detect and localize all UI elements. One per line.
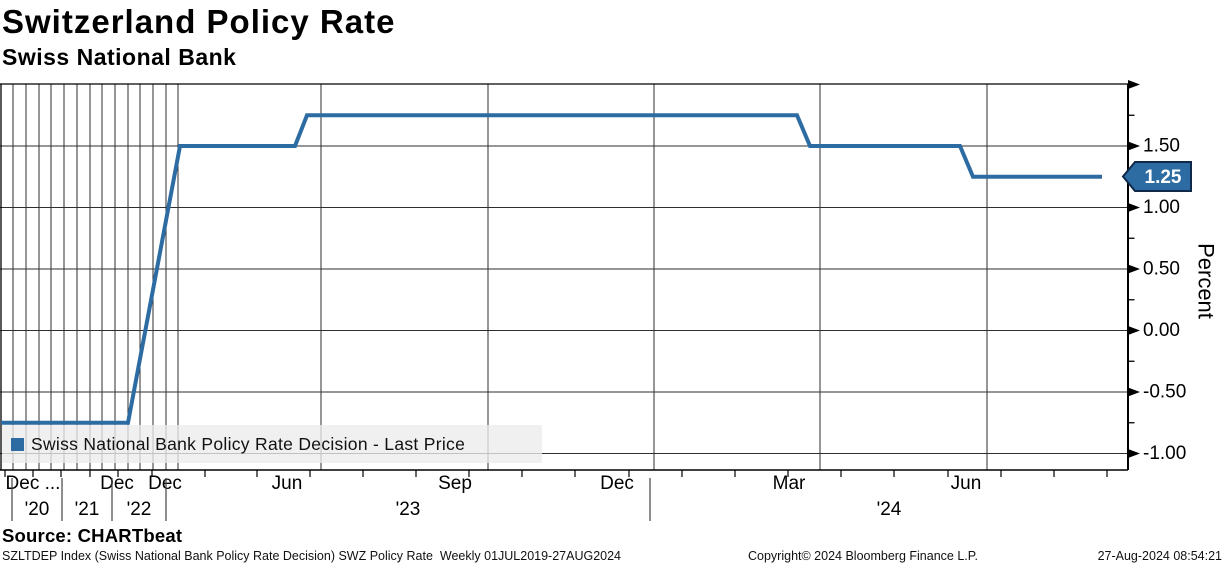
policy-rate-line xyxy=(1,113,1102,425)
y-axis-tick-label: 1.00 xyxy=(1143,197,1180,218)
y-axis-tick-label: 0.00 xyxy=(1143,320,1180,341)
y-major-tick-arrow-icon xyxy=(1128,449,1140,458)
last-price-badge xyxy=(1121,161,1192,192)
x-axis-month-label: Mar xyxy=(773,473,806,494)
legend-series-marker-icon xyxy=(11,438,24,451)
footer-timestamp: 27-Aug-2024 08:54:21 xyxy=(1097,549,1222,563)
x-axis-month-label: Dec xyxy=(600,473,634,494)
x-axis-year-label: '21 xyxy=(75,499,100,520)
chart-legend: Swiss National Bank Policy Rate Decision… xyxy=(2,425,542,463)
last-price-badge-label: 1.25 xyxy=(1145,167,1182,188)
y-axis-title: Percent xyxy=(1194,243,1219,319)
x-axis-month-label: Dec ... xyxy=(6,473,61,494)
y-major-tick-arrow-icon xyxy=(1128,203,1140,212)
x-axis-year-label: '23 xyxy=(396,499,421,520)
x-axis-month-label: Dec xyxy=(100,473,134,494)
x-axis-year-label: '24 xyxy=(877,499,902,520)
x-axis-month-label: Jun xyxy=(951,473,982,494)
x-axis-year-label: '22 xyxy=(127,499,152,520)
source-line: Source: CHARTbeat xyxy=(2,525,183,546)
y-major-tick-arrow-icon xyxy=(1128,326,1140,335)
y-axis-tick-label: 1.50 xyxy=(1143,136,1180,157)
legend-series-label: Swiss National Bank Policy Rate Decision… xyxy=(31,434,466,454)
y-major-tick-arrow-icon xyxy=(1128,80,1140,89)
y-axis-tick-label: -0.50 xyxy=(1143,382,1186,403)
x-axis-month-label: Sep xyxy=(438,473,472,494)
y-major-tick-arrow-icon xyxy=(1128,141,1140,151)
y-axis-tick-label: -1.00 xyxy=(1143,443,1186,464)
page-subtitle: Swiss National Bank xyxy=(2,44,237,70)
y-major-tick-arrow-icon xyxy=(1128,264,1140,274)
footer-copyright: Copyright© 2024 Bloomberg Finance L.P. xyxy=(748,549,978,563)
x-axis-month-label: Jun xyxy=(272,473,303,494)
y-axis-tick-label: 0.50 xyxy=(1143,259,1180,280)
x-axis-month-label: Dec xyxy=(148,473,182,494)
page-title: Switzerland Policy Rate xyxy=(2,3,396,40)
x-axis-year-label: '20 xyxy=(25,499,50,520)
y-major-tick-arrow-icon xyxy=(1128,387,1140,397)
footer-security-info: SZLTDEP Index (Swiss National Bank Polic… xyxy=(2,549,622,563)
